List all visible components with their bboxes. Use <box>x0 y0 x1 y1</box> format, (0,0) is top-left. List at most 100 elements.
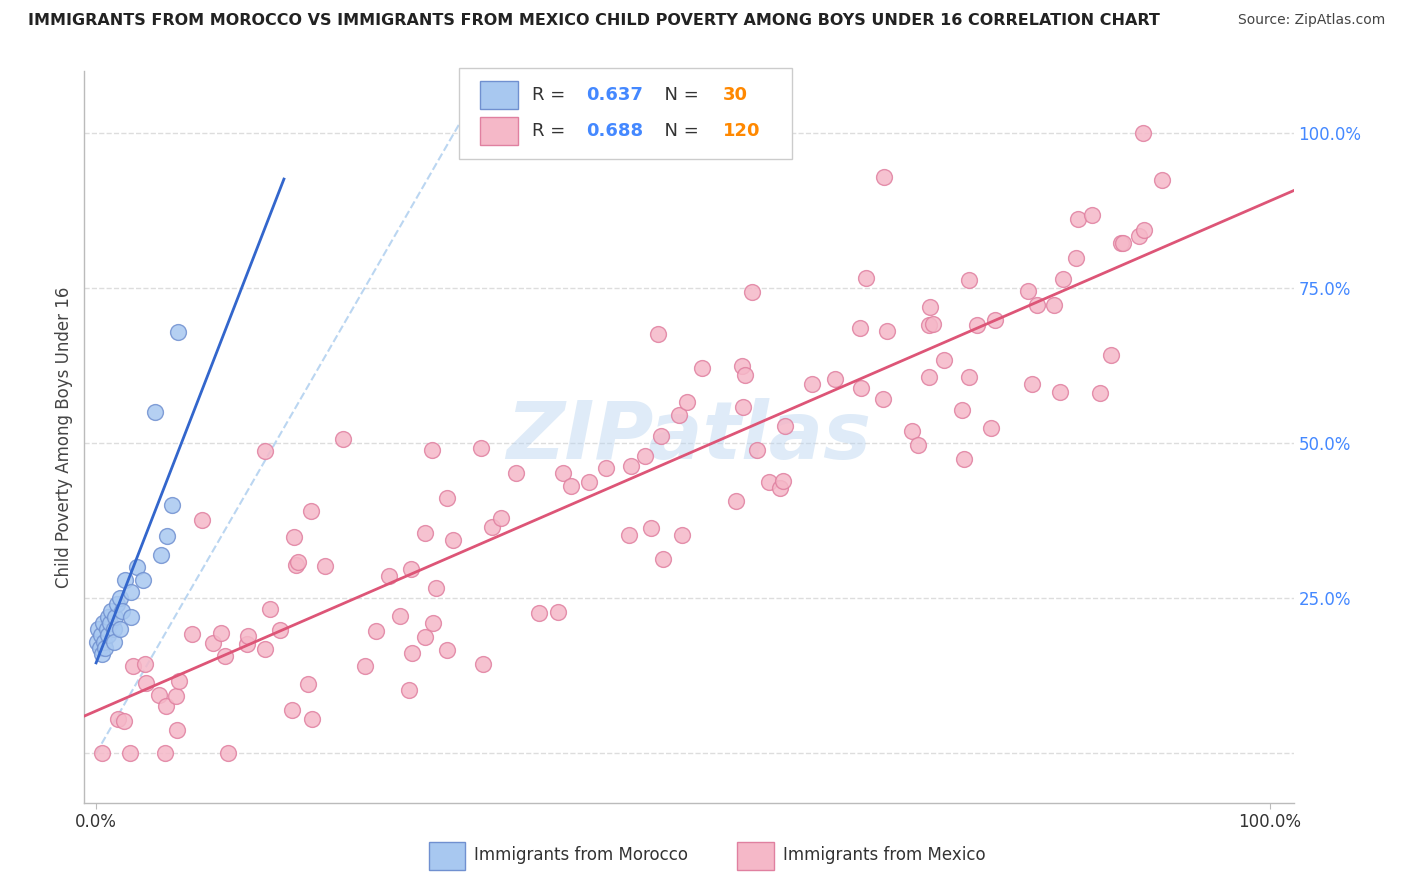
Point <box>269 624 291 638</box>
Point <box>135 675 157 690</box>
Point <box>1150 173 1173 187</box>
Point <box>134 657 156 671</box>
Point <box>758 475 780 490</box>
Point <box>932 352 955 367</box>
Point <box>769 481 792 495</box>
Point <box>1132 126 1154 140</box>
Point <box>97 610 120 624</box>
Point <box>107 712 129 726</box>
Point <box>388 609 411 624</box>
Point <box>283 530 305 544</box>
Point <box>112 714 135 729</box>
Point <box>238 630 260 644</box>
Point <box>724 494 747 508</box>
Point <box>201 635 224 649</box>
Point <box>103 634 125 648</box>
Point <box>401 646 423 660</box>
Point <box>640 521 662 535</box>
Point <box>772 474 794 488</box>
Point <box>741 285 763 300</box>
Bar <box>479 81 519 109</box>
Point <box>1026 297 1049 311</box>
Text: IMMIGRANTS FROM MOROCCO VS IMMIGRANTS FROM MEXICO CHILD POVERTY AMONG BOYS UNDER: IMMIGRANTS FROM MOROCCO VS IMMIGRANTS FR… <box>28 13 1160 29</box>
Point <box>149 548 172 562</box>
Text: Immigrants from Mexico: Immigrants from Mexico <box>783 847 986 864</box>
Point <box>332 432 354 446</box>
Point <box>731 400 754 414</box>
Text: Source: ZipAtlas.com: Source: ZipAtlas.com <box>1237 13 1385 28</box>
Point <box>1080 208 1102 222</box>
Point <box>1132 223 1154 237</box>
Point <box>155 698 177 713</box>
Point <box>399 562 422 576</box>
Point <box>560 479 582 493</box>
Text: R =: R = <box>531 122 571 140</box>
Point <box>153 746 176 760</box>
Point <box>1021 377 1043 392</box>
Point <box>734 368 756 383</box>
Point <box>907 438 929 452</box>
Point <box>551 466 574 480</box>
Point <box>1052 272 1074 286</box>
Point <box>472 657 495 671</box>
Text: 0.637: 0.637 <box>586 86 643 103</box>
Text: 120: 120 <box>723 122 761 140</box>
Point <box>436 643 458 657</box>
Point <box>236 636 259 650</box>
Point <box>287 555 309 569</box>
Point <box>651 551 673 566</box>
Point <box>1112 235 1135 250</box>
Point <box>529 606 551 620</box>
Text: 30: 30 <box>723 86 748 103</box>
Point <box>481 520 503 534</box>
Point <box>876 325 898 339</box>
Point <box>489 510 512 524</box>
Point <box>314 558 336 573</box>
Text: N =: N = <box>652 86 704 103</box>
Point <box>980 420 1002 434</box>
Point <box>953 451 976 466</box>
Text: N =: N = <box>652 122 704 140</box>
Point <box>94 640 117 655</box>
Point <box>378 568 401 582</box>
Point <box>443 533 465 547</box>
Point <box>824 372 846 386</box>
Point <box>104 610 127 624</box>
Point <box>98 615 121 630</box>
Point <box>167 325 190 339</box>
Point <box>1090 385 1112 400</box>
Point <box>873 169 896 184</box>
Point <box>364 624 387 638</box>
Point <box>108 622 131 636</box>
Point <box>162 498 184 512</box>
Point <box>299 504 322 518</box>
Point <box>96 622 118 636</box>
Point <box>122 659 145 673</box>
Point <box>103 622 125 636</box>
Point <box>800 376 823 391</box>
Point <box>1066 251 1088 265</box>
Point <box>120 585 142 599</box>
Point <box>901 425 924 439</box>
Point <box>143 405 166 419</box>
Point <box>132 573 155 587</box>
Point <box>1067 211 1090 226</box>
Point <box>505 466 527 480</box>
Point <box>619 527 641 541</box>
Point <box>301 712 323 726</box>
Point <box>1099 349 1122 363</box>
Point <box>731 359 754 373</box>
Point <box>111 604 134 618</box>
Point <box>259 602 281 616</box>
Point <box>1128 228 1150 243</box>
Point <box>253 444 276 458</box>
Point <box>671 527 693 541</box>
Point <box>214 648 236 663</box>
Point <box>97 628 120 642</box>
Point <box>90 628 112 642</box>
Point <box>354 659 377 673</box>
Point <box>650 429 672 443</box>
Y-axis label: Child Poverty Among Boys Under 16: Child Poverty Among Boys Under 16 <box>55 286 73 588</box>
Point <box>253 641 276 656</box>
Point <box>420 442 443 457</box>
